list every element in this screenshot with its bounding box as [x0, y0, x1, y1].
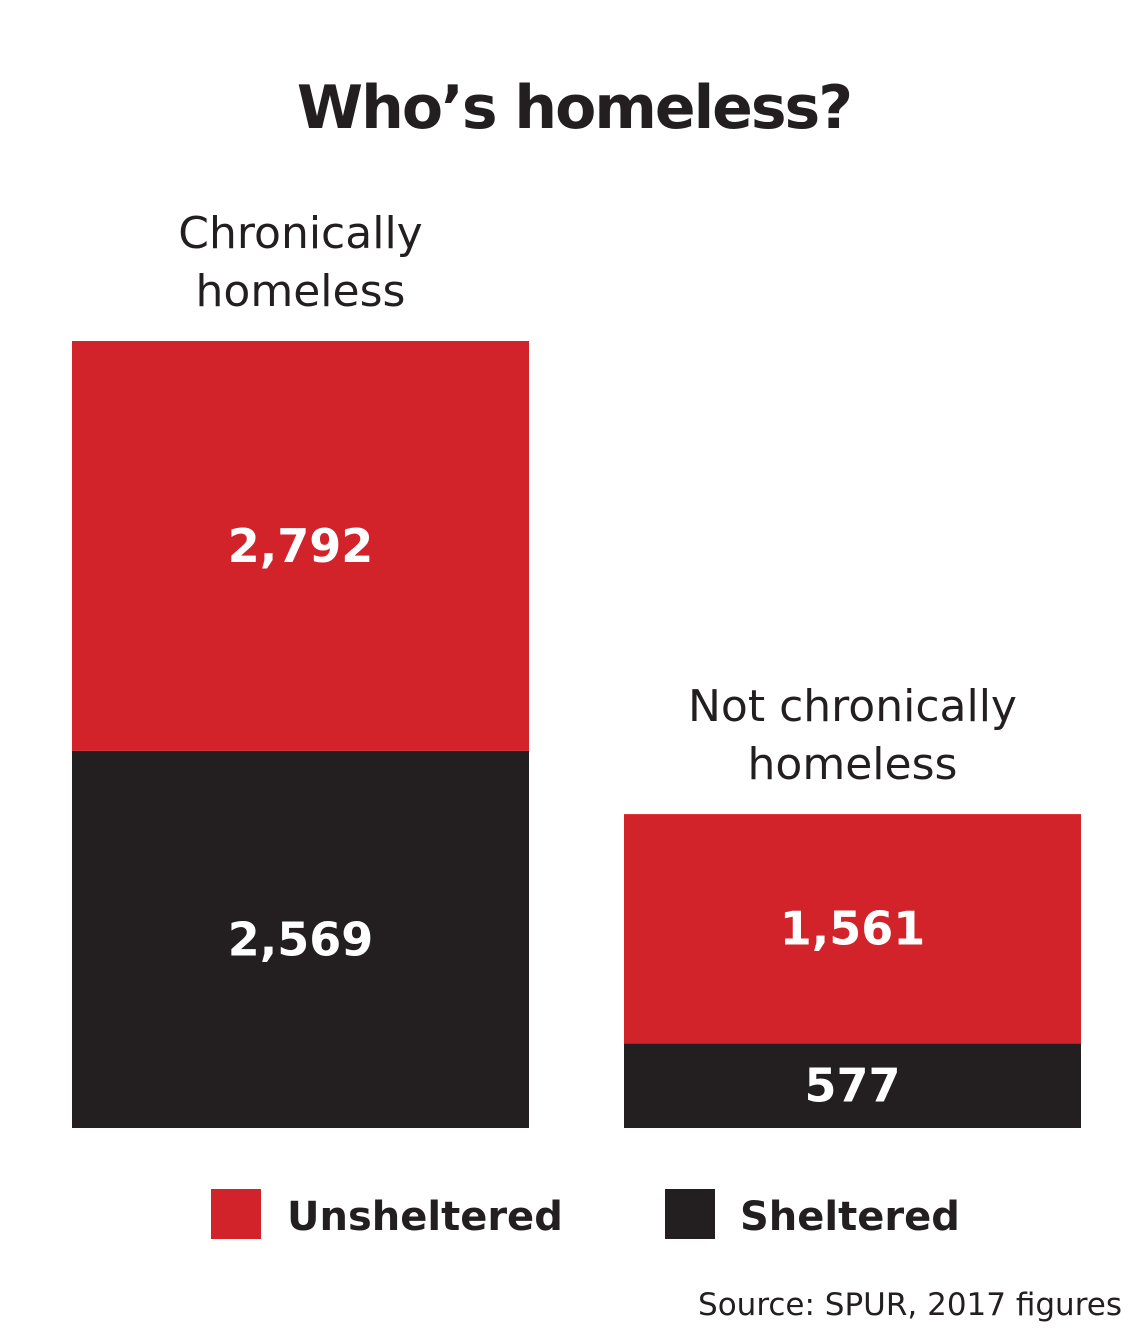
value-label-unsheltered-2: 1,561: [780, 902, 926, 956]
bars-layer: [72, 341, 1081, 1128]
bar-unsheltered-2: [624, 814, 1081, 1044]
category-label-1-line-1: Chronically: [178, 208, 422, 259]
legend-swatch-sheltered: [665, 1189, 715, 1239]
legend-swatch-unsheltered: [211, 1189, 261, 1239]
value-label-sheltered-1: 2,569: [228, 912, 374, 966]
bar-sheltered-2: [624, 1043, 1081, 1128]
source-note: Source: SPUR, 2017 figures: [698, 1287, 1122, 1323]
category-label-2-line-2: homeless: [748, 739, 958, 790]
legend-label-sheltered: Sheltered: [740, 1194, 960, 1240]
value-label-sheltered-2: 577: [804, 1059, 900, 1113]
bar-sheltered-1: [72, 750, 529, 1128]
bar-unsheltered-1: [72, 341, 529, 751]
value-label-unsheltered-1: 2,792: [228, 519, 374, 573]
labels-layer: 2,569 2,792 Chronically homeless 577 1,561 Not…: [178, 208, 1017, 1113]
page-title: Who’s homeless?: [296, 73, 853, 143]
category-label-2-line-1: Not chronically: [688, 681, 1017, 732]
legend: Unsheltered Sheltered: [211, 1189, 960, 1240]
legend-label-unsheltered: Unsheltered: [287, 1194, 563, 1240]
category-label-1-line-2: homeless: [196, 266, 406, 317]
